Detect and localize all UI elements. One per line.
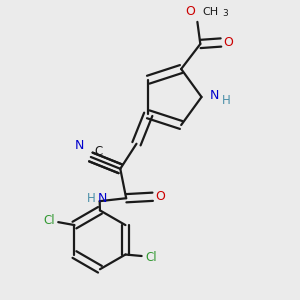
Text: H: H: [222, 94, 230, 107]
Text: N: N: [210, 89, 220, 102]
Text: 3: 3: [223, 9, 228, 18]
Text: N: N: [98, 192, 107, 205]
Text: CH: CH: [202, 7, 219, 16]
Text: O: O: [224, 36, 233, 49]
Text: Cl: Cl: [145, 251, 157, 264]
Text: O: O: [155, 190, 165, 203]
Text: O: O: [185, 5, 195, 18]
Text: N: N: [74, 139, 84, 152]
Text: C: C: [94, 145, 102, 158]
Text: H: H: [86, 192, 95, 205]
Text: Cl: Cl: [43, 214, 55, 227]
